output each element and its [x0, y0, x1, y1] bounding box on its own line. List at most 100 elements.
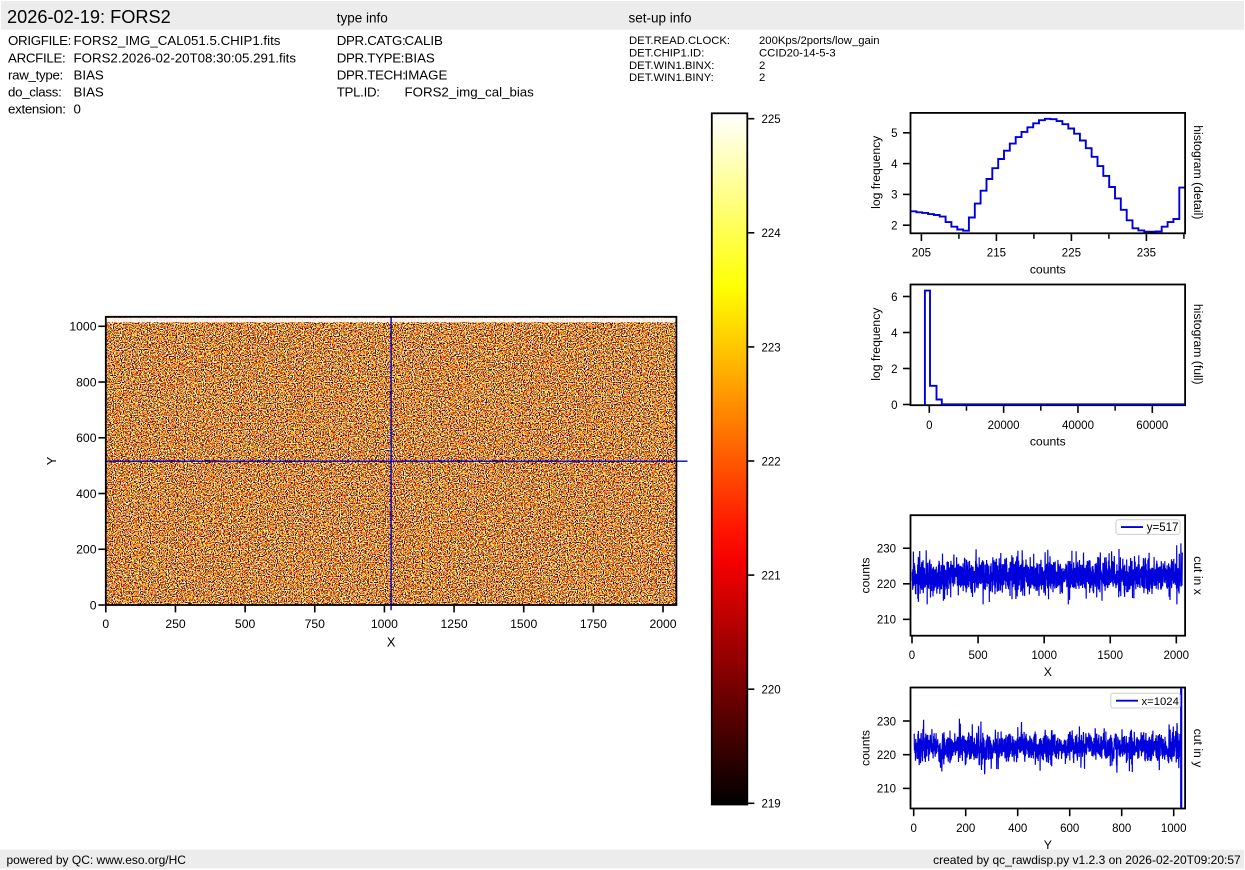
svg-text:250: 250 — [165, 617, 186, 631]
svg-text:235: 235 — [1137, 248, 1156, 260]
svg-text:4: 4 — [891, 328, 898, 340]
svg-text:log frequency: log frequency — [869, 135, 883, 209]
svg-text:cut in x: cut in x — [1191, 556, 1205, 595]
svg-text:40000: 40000 — [1062, 420, 1094, 432]
svg-text:220: 220 — [877, 579, 896, 591]
svg-text:IMAGE: IMAGE — [405, 67, 448, 82]
svg-text:6: 6 — [891, 292, 897, 304]
svg-text:set-up info: set-up info — [629, 11, 692, 26]
svg-text:750: 750 — [305, 617, 326, 631]
svg-text:20000: 20000 — [988, 420, 1020, 432]
svg-text:0: 0 — [909, 650, 915, 662]
svg-text:0: 0 — [90, 598, 97, 612]
svg-text:histogram (detail): histogram (detail) — [1191, 125, 1205, 219]
svg-text:histogram (full): histogram (full) — [1191, 304, 1205, 385]
svg-text:DPR.TYPE:: DPR.TYPE: — [337, 50, 405, 65]
svg-text:created by qc_rawdisp.py v1.2.: created by qc_rawdisp.py v1.2.3 on 2026-… — [933, 853, 1241, 867]
svg-text:221: 221 — [762, 571, 781, 583]
svg-text:4: 4 — [891, 159, 898, 171]
svg-text:Y: Y — [1044, 838, 1052, 852]
svg-text:1000: 1000 — [371, 617, 398, 631]
svg-text:210: 210 — [877, 615, 896, 627]
svg-text:2: 2 — [759, 60, 765, 72]
svg-text:200: 200 — [956, 823, 975, 835]
svg-text:223: 223 — [762, 342, 781, 354]
svg-text:counts: counts — [859, 558, 873, 594]
svg-text:BIAS: BIAS — [74, 85, 104, 100]
svg-text:500: 500 — [235, 617, 256, 631]
svg-text:2000: 2000 — [1164, 650, 1190, 662]
svg-text:800: 800 — [1112, 823, 1131, 835]
svg-text:DPR.TECH:: DPR.TECH: — [337, 67, 406, 82]
svg-text:CCID20-14-5-3: CCID20-14-5-3 — [759, 47, 836, 59]
svg-text:do_class:: do_class: — [8, 85, 61, 100]
svg-text:x=1024: x=1024 — [1142, 696, 1179, 708]
svg-text:600: 600 — [1060, 823, 1079, 835]
svg-text:BIAS: BIAS — [74, 67, 104, 82]
svg-text:219: 219 — [762, 799, 781, 811]
svg-text:y=517: y=517 — [1147, 522, 1179, 534]
svg-text:cut in y: cut in y — [1191, 729, 1205, 769]
svg-text:2026-02-19: FORS2: 2026-02-19: FORS2 — [7, 7, 171, 27]
svg-text:DPR.CATG:: DPR.CATG: — [337, 33, 406, 48]
svg-text:1000: 1000 — [1161, 823, 1187, 835]
svg-text:0: 0 — [910, 823, 916, 835]
svg-text:200: 200 — [76, 543, 97, 557]
svg-text:220: 220 — [762, 685, 781, 697]
svg-text:224: 224 — [762, 228, 782, 240]
svg-text:0: 0 — [74, 102, 81, 117]
svg-text:FORS2_IMG_CAL051.5.CHIP1.fits: FORS2_IMG_CAL051.5.CHIP1.fits — [74, 33, 281, 48]
svg-text:0: 0 — [891, 400, 897, 412]
svg-text:400: 400 — [76, 487, 97, 501]
svg-text:2: 2 — [891, 364, 897, 376]
svg-text:powered by QC: www.eso.org/HC: powered by QC: www.eso.org/HC — [7, 853, 187, 867]
svg-text:type info: type info — [337, 11, 388, 26]
svg-text:DET.WIN1.BINY:: DET.WIN1.BINY: — [629, 72, 714, 84]
svg-text:Y: Y — [44, 456, 59, 465]
svg-text:1000: 1000 — [69, 320, 96, 334]
svg-text:400: 400 — [1008, 823, 1027, 835]
svg-text:0: 0 — [926, 420, 932, 432]
svg-text:1500: 1500 — [510, 617, 537, 631]
svg-text:DET.CHIP1.ID:: DET.CHIP1.ID: — [629, 47, 704, 59]
svg-text:500: 500 — [969, 650, 988, 662]
svg-text:CALIB: CALIB — [405, 33, 444, 48]
svg-text:counts: counts — [1030, 434, 1066, 448]
svg-text:counts: counts — [1030, 262, 1066, 276]
svg-text:5: 5 — [891, 128, 897, 140]
svg-text:1000: 1000 — [1031, 650, 1057, 662]
svg-text:DET.READ.CLOCK:: DET.READ.CLOCK: — [629, 35, 730, 47]
svg-text:222: 222 — [762, 456, 781, 468]
svg-text:210: 210 — [877, 784, 896, 796]
svg-text:205: 205 — [912, 248, 931, 260]
svg-text:1750: 1750 — [580, 617, 607, 631]
svg-text:X: X — [1044, 665, 1052, 679]
svg-text:BIAS: BIAS — [405, 50, 435, 65]
svg-text:2: 2 — [891, 221, 897, 233]
svg-text:log frequency: log frequency — [869, 307, 883, 381]
svg-text:220: 220 — [877, 750, 896, 762]
svg-text:1250: 1250 — [441, 617, 468, 631]
svg-text:FORS2.2026-02-20T08:30:05.291.: FORS2.2026-02-20T08:30:05.291.fits — [74, 50, 297, 65]
svg-text:2000: 2000 — [649, 617, 676, 631]
svg-text:2: 2 — [759, 72, 765, 84]
svg-text:800: 800 — [76, 375, 97, 389]
svg-text:FORS2_img_cal_bias: FORS2_img_cal_bias — [405, 85, 535, 100]
svg-text:3: 3 — [891, 190, 897, 202]
svg-text:215: 215 — [987, 248, 1006, 260]
svg-text:DET.WIN1.BINX:: DET.WIN1.BINX: — [629, 60, 714, 72]
svg-text:ARCFILE:: ARCFILE: — [8, 50, 65, 65]
svg-text:counts: counts — [859, 730, 873, 766]
svg-text:600: 600 — [76, 431, 97, 445]
svg-text:ORIGFILE:: ORIGFILE: — [8, 33, 71, 48]
svg-text:225: 225 — [762, 114, 781, 126]
svg-text:230: 230 — [877, 716, 896, 728]
svg-text:60000: 60000 — [1136, 420, 1168, 432]
svg-text:extension:: extension: — [8, 102, 66, 117]
svg-text:0: 0 — [102, 617, 109, 631]
svg-text:X: X — [387, 635, 396, 650]
svg-text:TPL.ID:: TPL.ID: — [337, 85, 380, 100]
svg-text:raw_type:: raw_type: — [8, 67, 63, 82]
svg-text:200Kps/2ports/low_gain: 200Kps/2ports/low_gain — [759, 35, 880, 47]
svg-text:225: 225 — [1062, 248, 1081, 260]
